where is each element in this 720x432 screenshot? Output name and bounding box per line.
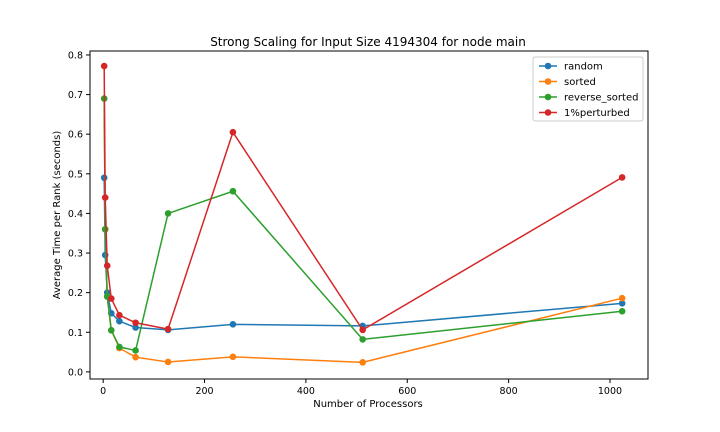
legend-label: reverse_sorted: [564, 93, 638, 104]
data-point-random: [116, 317, 123, 325]
data-point-sorted: [359, 359, 366, 366]
y-tick-label: 0.3: [68, 249, 83, 260]
data-point-1%perturbed: [100, 62, 108, 70]
legend: random sorted reverse_sorted 1%perturbed: [532, 56, 644, 122]
x-axis: 0 200 400 600 800 1000: [100, 379, 622, 397]
legend-marker: [544, 93, 552, 101]
data-point-1%perturbed: [164, 325, 172, 333]
y-tick-label: 0.2: [68, 288, 83, 299]
data-point-reverse_sorted: [132, 347, 139, 354]
data-point-sorted: [229, 353, 237, 361]
data-point-1%perturbed: [132, 319, 139, 327]
legend-box: [532, 56, 644, 122]
data-point-1%perturbed: [229, 128, 237, 136]
data-point-reverse_sorted: [618, 307, 626, 315]
data-point-1%perturbed: [107, 295, 115, 302]
data-point-1%perturbed: [101, 194, 109, 201]
data-point-reverse_sorted: [107, 326, 115, 334]
plot-area: [100, 62, 626, 366]
data-point-1%perturbed: [116, 311, 123, 319]
chart-title: Strong Scaling for Input Size 4194304 fo…: [210, 35, 526, 49]
legend-label: 1%perturbed: [564, 108, 630, 119]
series-line-random: [103, 177, 623, 331]
data-point-random: [618, 300, 626, 307]
y-axis: 0.0 0.1 0.2 0.3 0.4 0.5 0.6 0.7 0.8: [68, 50, 90, 378]
data-point-random: [229, 321, 237, 328]
data-point-reverse_sorted: [116, 343, 123, 351]
legend-marker: [544, 62, 552, 70]
data-point-sorted: [618, 294, 626, 302]
x-tick-label: 200: [195, 386, 213, 397]
y-tick-label: 0.7: [68, 90, 83, 101]
data-point-reverse_sorted: [164, 210, 172, 217]
x-tick-label: 800: [500, 386, 518, 397]
legend-label: random: [564, 62, 603, 73]
x-axis-label: Number of Processors: [313, 399, 423, 410]
x-tick-label: 600: [398, 386, 416, 397]
data-point-sorted: [132, 353, 139, 361]
data-point-1%perturbed: [359, 326, 366, 334]
legend-label: sorted: [564, 77, 596, 88]
series-line-1%perturbed: [103, 66, 623, 331]
series-line-reverse_sorted: [103, 98, 623, 352]
x-tick-label: 0: [100, 386, 106, 397]
data-point-1%perturbed: [618, 174, 626, 181]
data-point-reverse_sorted: [359, 336, 366, 343]
data-point-sorted: [164, 358, 172, 366]
y-tick-label: 0.4: [68, 209, 83, 220]
y-axis-label: Average Time per Rank (seconds): [52, 131, 63, 300]
data-point-reverse_sorted: [229, 187, 237, 195]
legend-marker: [544, 78, 552, 85]
y-tick-label: 0.6: [68, 130, 83, 141]
data-point-1%perturbed: [103, 262, 111, 270]
x-tick-label: 400: [297, 386, 315, 397]
y-tick-label: 0.5: [68, 169, 83, 180]
y-tick-label: 0.8: [68, 50, 83, 61]
legend-marker: [544, 109, 552, 116]
plot-frame: [89, 50, 649, 380]
y-tick-label: 0.0: [68, 367, 83, 378]
data-point-random: [132, 324, 139, 331]
data-point-reverse_sorted: [101, 225, 109, 233]
x-tick-label: 1000: [598, 386, 622, 397]
y-tick-label: 0.1: [68, 328, 83, 339]
